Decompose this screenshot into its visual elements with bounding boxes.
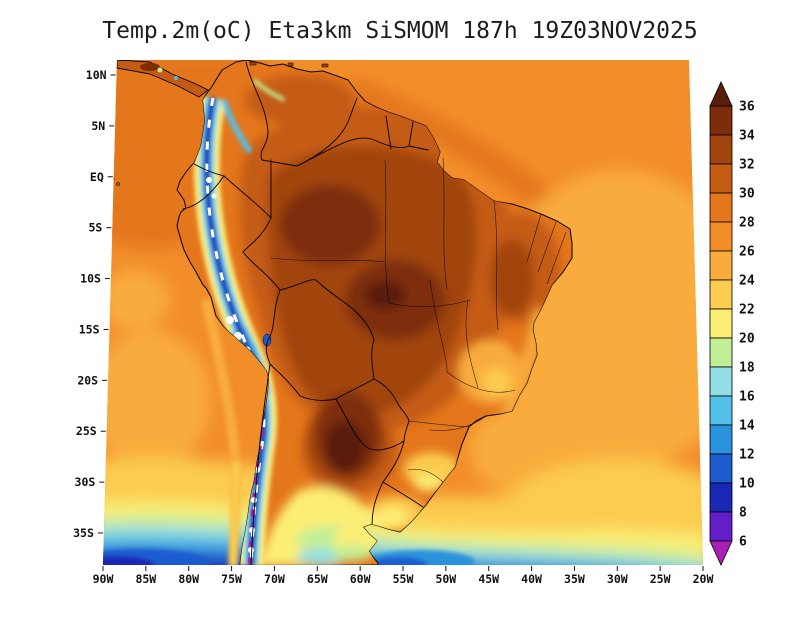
lon-tick-label: 80W: [178, 572, 199, 586]
galapagos-island: [116, 182, 120, 186]
lat-tick-label: 15S: [79, 322, 100, 336]
country-borders: [182, 61, 429, 565]
colorbar-segment: [709, 482, 733, 513]
lon-tick-label: 90W: [93, 572, 114, 586]
colorbar-tick-label: 36: [739, 100, 755, 115]
lat-tick-label: 10N: [86, 68, 107, 82]
colorbar-segment: [709, 163, 733, 194]
colorbar-tick-label: 16: [739, 390, 755, 405]
colorbar-segment: [709, 192, 733, 223]
colorbar-segment: [709, 250, 733, 281]
lon-tick-label: 30W: [607, 572, 628, 586]
colorbar-segment: [709, 134, 733, 165]
lat-tick-label: EQ: [90, 170, 104, 184]
lon-axis: 90W 85W 80W 75W 70W 65W 60W 55W 50W 45W 40W 35W 30W 2…: [93, 566, 714, 586]
colorbar-tick-label: 14: [739, 419, 755, 434]
lat-tick-label: 20S: [77, 373, 98, 387]
lon-tick-label: 45W: [478, 572, 499, 586]
colorbar-cap-top: [709, 81, 733, 107]
lat-tick-label: 10S: [80, 272, 101, 286]
colorbar-segment: [709, 395, 733, 426]
colorbar-segment: [709, 105, 733, 136]
colorbar-segment: [709, 453, 733, 484]
caribbean-island: [249, 61, 257, 66]
lon-tick-label: 20W: [693, 572, 714, 586]
lat-tick-label: 35S: [73, 526, 94, 540]
colorbar-cap-bottom: [709, 540, 733, 566]
lon-tick-label: 60W: [350, 572, 371, 586]
lon-tick-label: 75W: [221, 572, 242, 586]
lat-tick-label: 5S: [88, 221, 102, 235]
galapagos-island: [109, 176, 115, 182]
colorbar-tick-label: 18: [739, 361, 755, 376]
colorbar-tick-label: 22: [739, 303, 755, 318]
lat-tick-label: 5N: [91, 119, 105, 133]
lon-tick-label: 35W: [564, 572, 585, 586]
lat-tick-label: 30S: [75, 475, 96, 489]
colorbar-tick-label: 6: [739, 535, 747, 550]
colorbar-segment: [709, 308, 733, 339]
colorbar-segment: [709, 279, 733, 310]
lon-tick-label: 70W: [264, 572, 285, 586]
colorbar-tick-label: 12: [739, 448, 755, 463]
lat-tick-label: 25S: [76, 424, 97, 438]
colorbar-tick-label: 20: [739, 332, 755, 347]
map-domain: [103, 60, 703, 565]
colorbar-segment: [709, 337, 733, 368]
colorbar-tick-label: 28: [739, 216, 755, 231]
colorbar-tick-label: 30: [739, 187, 755, 202]
colorbar-segment: [709, 424, 733, 455]
colorbar-tick-label: 10: [739, 477, 755, 492]
lon-tick-label: 25W: [650, 572, 671, 586]
lon-tick-label: 40W: [521, 572, 542, 586]
land-temperature-field: [193, 75, 560, 565]
lon-tick-label: 65W: [307, 572, 328, 586]
central-america-and-islands: [109, 60, 329, 186]
colorbar-segment: [709, 366, 733, 397]
lon-tick-label: 50W: [435, 572, 456, 586]
lake-titicaca: [262, 333, 272, 347]
caribbean-island: [287, 62, 294, 67]
colorbar-tick-label: 32: [739, 158, 755, 173]
colorbar: 36 34 32 30 28 26 24 22 20 18 16 14 12 10 8 6: [709, 81, 755, 566]
colorbar-tick-label: 34: [739, 129, 755, 144]
colorbar-segment: [709, 221, 733, 252]
colorbar-segment: [709, 511, 733, 542]
caribbean-island: [321, 63, 329, 68]
lon-tick-label: 55W: [393, 572, 414, 586]
colorbar-tick-label: 24: [739, 274, 755, 289]
state-borders: [270, 157, 567, 483]
chart-title: Temp.2m(oC) Eta3km SiSMOM 187h 19Z03NOV2…: [102, 18, 697, 44]
colorbar-tick-label: 26: [739, 245, 755, 260]
colorbar-tick-label: 8: [739, 506, 747, 521]
lat-axis: 10N 5N EQ 5S 10S 15S 20S 25S 30S 35S: [73, 68, 116, 540]
lon-tick-label: 85W: [135, 572, 156, 586]
